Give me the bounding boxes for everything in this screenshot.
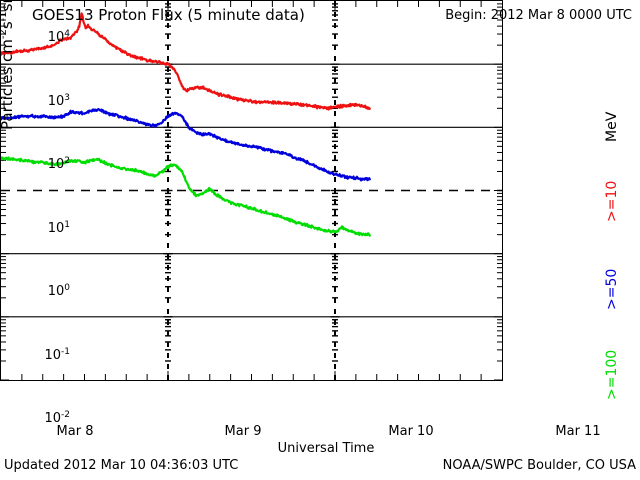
y-tick-label: 104 [47, 28, 70, 46]
y-tick-label: 10-2 [44, 409, 70, 427]
x-tick-label: Mar 11 [555, 424, 601, 439]
y-tick-label: 102 [47, 155, 70, 173]
legend-series-ge100: >=100 [604, 349, 620, 400]
legend-series-ge10: >=10 [604, 180, 620, 222]
y-tick-label: 101 [47, 219, 70, 236]
legend-series-ge50: >=50 [604, 268, 620, 310]
x-axis-title: Universal Time [277, 441, 375, 456]
x-tick-label: Mar 9 [224, 424, 262, 439]
y-tick-label: 10-1 [44, 346, 70, 363]
y-axis-title: Particles cm-2s-1sr-1 [0, 0, 16, 130]
updated-timestamp: Updated 2012 Mar 10 04:36:03 UTC [4, 458, 239, 473]
y-tick-label: 100 [47, 282, 70, 300]
chart-title: GOES13 Proton Flux (5 minute data) [32, 6, 305, 24]
flux-trace--100-mev [1, 156, 371, 237]
flux-plot-svg [1, 1, 502, 380]
flux-trace--10-mev [1, 12, 371, 111]
credit-label: NOAA/SWPC Boulder, CO USA [442, 458, 636, 473]
y-tick-label: 103 [47, 92, 70, 109]
begin-time-label: Begin: 2012 Mar 8 0000 UTC [445, 8, 632, 23]
x-tick-label: Mar 8 [56, 424, 94, 439]
legend-unit-mev: MeV [604, 111, 620, 142]
plot-area [0, 0, 503, 381]
x-tick-label: Mar 10 [388, 424, 434, 439]
flux-trace--50-mev [1, 107, 371, 182]
